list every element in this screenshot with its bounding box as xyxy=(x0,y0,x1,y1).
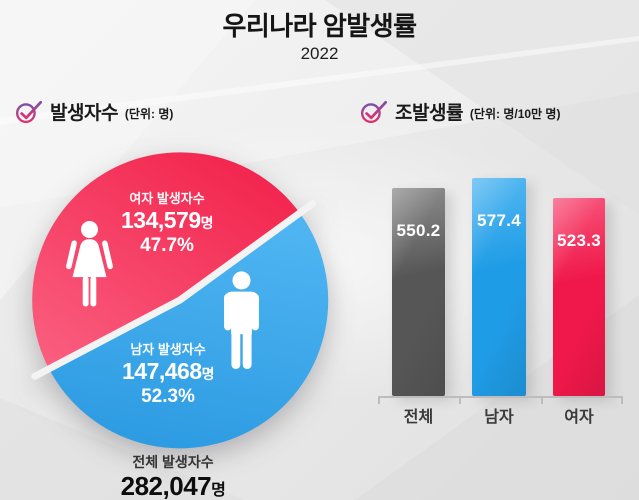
check-circle-icon xyxy=(361,100,388,123)
pie-chart xyxy=(31,152,329,449)
bar-female: 523.3 xyxy=(553,198,605,396)
axis-tick xyxy=(459,396,461,404)
bar-value: 550.2 xyxy=(396,221,441,240)
male-icon xyxy=(224,271,259,369)
bar-male: 577.4 xyxy=(472,178,526,396)
page-title: 우리나라 암발생률 xyxy=(222,11,417,41)
category-label-female: 여자 xyxy=(564,409,594,426)
pie-label-female: 여자 발생자수 134,579명 47.7% xyxy=(77,191,257,257)
axis-tick xyxy=(621,396,623,404)
section-header-crude-rate: 조발생률 (단위: 명/10만 명) xyxy=(360,98,560,125)
page-subtitle: 2022 xyxy=(300,44,339,63)
slice-value: 147,468명 xyxy=(121,357,215,384)
pie-label-male: 남자 발생자수 147,468명 52.3% xyxy=(78,342,258,408)
section-title: 조발생률 xyxy=(395,103,463,124)
slice-percent: 47.7% xyxy=(140,235,194,257)
pie-slice-female xyxy=(32,152,300,369)
check-circle-icon xyxy=(16,100,43,123)
section-title: 발생자수 xyxy=(50,103,118,124)
pie-slice-male xyxy=(49,213,329,449)
bar-total: 550.2 xyxy=(392,188,445,396)
axis-tick xyxy=(378,396,380,404)
axis-tick xyxy=(541,396,543,404)
section-unit: (단위: 명) xyxy=(124,107,174,121)
pie-divider xyxy=(31,200,317,380)
x-axis-line xyxy=(378,396,623,398)
bar-value: 577.4 xyxy=(476,211,522,230)
total-label: 전체 발생자수 xyxy=(132,454,214,470)
slice-label: 여자 발생자수 xyxy=(129,191,205,206)
total-incidence: 전체 발생자수 282,047명 xyxy=(83,452,263,500)
section-unit: (단위: 명/10만 명) xyxy=(469,107,561,121)
total-value: 282,047명 xyxy=(120,471,226,500)
bar-value: 523.3 xyxy=(556,231,602,250)
slice-value: 134,579명 xyxy=(120,206,214,233)
category-label-male: 남자 xyxy=(484,409,514,426)
slice-label: 남자 발생자수 xyxy=(130,342,206,357)
section-header-incidence: 발생자수 (단위: 명) xyxy=(15,98,173,125)
slice-percent: 52.3% xyxy=(141,386,195,408)
female-icon xyxy=(66,220,113,307)
category-label-total: 전체 xyxy=(403,409,434,426)
